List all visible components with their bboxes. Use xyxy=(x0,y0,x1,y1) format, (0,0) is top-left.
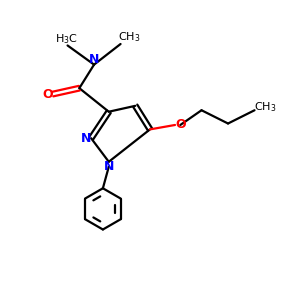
Text: $\mathregular{H_3C}$: $\mathregular{H_3C}$ xyxy=(55,32,77,46)
Text: $\mathregular{CH_3}$: $\mathregular{CH_3}$ xyxy=(254,100,277,114)
Text: O: O xyxy=(42,88,53,100)
Text: O: O xyxy=(175,118,186,131)
Text: $\mathregular{CH_3}$: $\mathregular{CH_3}$ xyxy=(118,31,141,44)
Text: N: N xyxy=(103,160,114,173)
Text: N: N xyxy=(81,132,91,145)
Text: N: N xyxy=(89,53,99,66)
